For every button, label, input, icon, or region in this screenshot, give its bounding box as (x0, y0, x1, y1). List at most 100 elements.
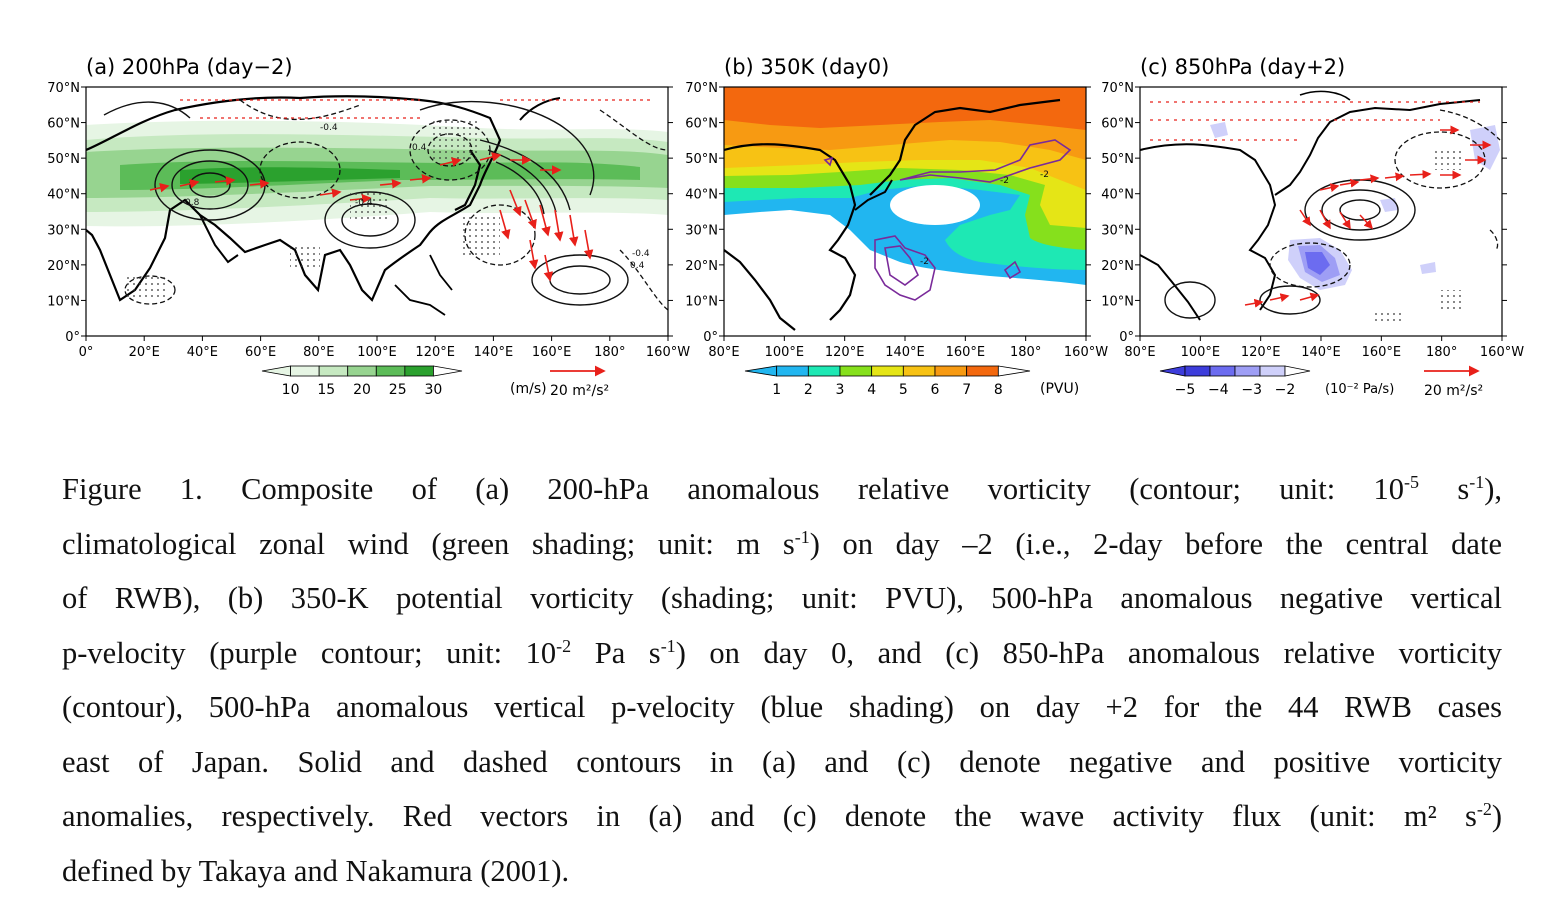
caption-line: of RWB), (b) 350-K potential vorticity (… (62, 581, 1502, 615)
colorbar-tick-label: −5 (1175, 382, 1196, 398)
colorbar-tick-label: 20 (353, 382, 371, 398)
colorbar-tick-label: 15 (317, 382, 335, 398)
panel-c-colorbar-unit: (10⁻² Pa/s) (1325, 382, 1394, 397)
lon-tick-label: 40°E (187, 345, 218, 360)
caption-line: defined by Takaya and Nakamura (2001). (62, 853, 570, 888)
lon-tick-label: 140°E (1301, 345, 1341, 360)
lon-tick-label: 160°W (1064, 345, 1108, 360)
lat-tick-label: 0° (1119, 330, 1134, 345)
lat-tick-label: 40°N (1101, 188, 1134, 203)
caption-line: anomalies, respectively. Red vectors in … (62, 798, 1502, 833)
caption-line: (contour), 500-hPa anomalous vertical p-… (62, 690, 1502, 724)
panel-a-lon-axis: 0° 20°E 40°E 60°E 80°E 100°E 120°E 140°E 160°E 18… (79, 336, 690, 360)
lon-tick-label: 80°E (1124, 345, 1155, 360)
panel-a: (a) 200hPa (day−2) (47, 55, 690, 399)
contour-label: -2 (920, 257, 929, 267)
superscript: -1 (1469, 471, 1485, 492)
lon-tick-label: 160°W (1480, 345, 1524, 360)
lon-tick-label: 100°E (765, 345, 805, 360)
colorbar-segment (902, 365, 936, 377)
colorbar-tick-label: −3 (1241, 382, 1262, 398)
caption-line: p-velocity (purple contour; unit: 10-2 P… (62, 635, 1502, 670)
caption-line: climatological zonal wind (green shading… (62, 526, 1502, 561)
lat-tick-label: 70°N (1101, 81, 1134, 96)
contour-label: 0.8 (185, 198, 200, 208)
lon-tick-label: 0° (79, 345, 94, 360)
panel-c-lat-axis: 70°N 60°N 50°N 40°N 30°N 20°N 10°N 0° (1101, 81, 1507, 345)
colorbar-segment (375, 365, 406, 377)
panel-b-colorbar-unit: (PVU) (1040, 381, 1079, 397)
superscript: -2 (1476, 798, 1492, 819)
contour-label: -2 (1000, 176, 1009, 186)
colorbar-segment (871, 365, 904, 377)
panel-c-colorbar: −5 −4 −3 −2 (1159, 365, 1311, 398)
colorbar-tick-label: 3 (836, 382, 845, 398)
colorbar-tick-label: 30 (425, 382, 443, 398)
contour-label: 0.4 (412, 143, 427, 153)
lon-tick-label: 80°E (708, 345, 739, 360)
contour-label: -0.4 (355, 198, 373, 208)
contour-label: 0.4 (630, 261, 645, 271)
panel-b-lat-axis: 70°N 60°N 50°N 40°N 30°N 20°N 10°N 0° (685, 81, 1091, 345)
lat-tick-label: 20°N (685, 259, 718, 274)
lon-tick-label: 140°E (885, 345, 925, 360)
lat-tick-label: 30°N (47, 223, 80, 238)
lat-tick-label: 10°N (47, 294, 80, 309)
lat-tick-label: 70°N (685, 81, 718, 96)
caption-line: east of Japan. Solid and dashed contours… (62, 744, 1502, 779)
lat-tick-label: 20°N (1101, 259, 1134, 274)
colorbar-segment (318, 365, 349, 377)
lon-tick-label: 180° (1426, 345, 1457, 360)
panel-a-lat-axis: 70°N 60°N 50°N 40°N 30°N 20°N 10°N 0° (47, 81, 673, 345)
lon-tick-label: 60°E (245, 345, 276, 360)
superscript: -1 (794, 526, 810, 547)
lon-tick-label: 160°W (646, 345, 690, 360)
lat-tick-label: 60°N (47, 117, 80, 132)
superscript: -2 (556, 635, 572, 656)
colorbar-segment (1184, 365, 1211, 377)
colorbar-tick-label: 2 (804, 382, 813, 398)
colorbar-tick-label: 1 (772, 382, 781, 398)
lat-tick-label: 40°N (47, 188, 80, 203)
colorbar-tick-label: 8 (994, 382, 1003, 398)
colorbar-segment (776, 365, 809, 377)
lat-tick-label: 20°N (47, 259, 80, 274)
colorbar-segment (1209, 365, 1236, 377)
lon-tick-label: 80°E (303, 345, 334, 360)
colorbar-segment (839, 365, 873, 377)
lon-tick-label: 100°E (1181, 345, 1221, 360)
panel-c-title: (c) 850hPa (day+2) (1140, 55, 1345, 79)
colorbar-tick-label: 4 (867, 382, 876, 398)
panel-b-lon-axis: 80°E 100°E 120°E 140°E 160°E 180° 160°W (708, 336, 1108, 360)
lat-tick-label: 0° (65, 330, 80, 345)
colorbar-segment (290, 365, 320, 377)
colorbar-segment (744, 365, 778, 377)
colorbar-segment (347, 365, 377, 377)
panel-b: (b) 350K (day0) -2 (685, 55, 1108, 398)
colorbar-segment (1259, 365, 1286, 377)
contour-label: -2 (1040, 170, 1049, 180)
lat-tick-label: 10°N (685, 294, 718, 309)
panel-c-vector-ref: 20 m²/s² (1424, 383, 1483, 399)
lat-tick-label: 50°N (47, 152, 80, 167)
figure-panels: (a) 200hPa (day−2) (47, 55, 1524, 399)
lat-tick-label: 50°N (1101, 152, 1134, 167)
colorbar-segment (1234, 365, 1261, 377)
colorbar-tick-label: 7 (962, 382, 971, 398)
lat-tick-label: 60°N (1101, 117, 1134, 132)
lon-tick-label: 120°E (415, 345, 455, 360)
lon-tick-label: 160°E (532, 345, 572, 360)
lat-tick-label: 60°N (685, 117, 718, 132)
lat-tick-label: 70°N (47, 81, 80, 96)
figure-caption: Figure 1. Composite of (a) 200-hPa anoma… (62, 462, 1502, 898)
lon-tick-label: 20°E (129, 345, 160, 360)
panel-c: (c) 850hPa (day+2) (1101, 55, 1524, 399)
panel-b-colorbar: 1 2 3 4 5 6 7 8 (744, 365, 1031, 398)
colorbar-tick-label: −2 (1275, 382, 1296, 398)
panel-a-map: -0.4 0.4 -0.4 0.8 -0.4 0.4 (86, 87, 668, 336)
panel-a-colorbar-unit: (m/s) (510, 381, 547, 397)
colorbar-tick-label: 10 (282, 382, 300, 398)
superscript: -1 (660, 635, 676, 656)
lat-tick-label: 30°N (685, 223, 718, 238)
lat-tick-label: 10°N (1101, 294, 1134, 309)
